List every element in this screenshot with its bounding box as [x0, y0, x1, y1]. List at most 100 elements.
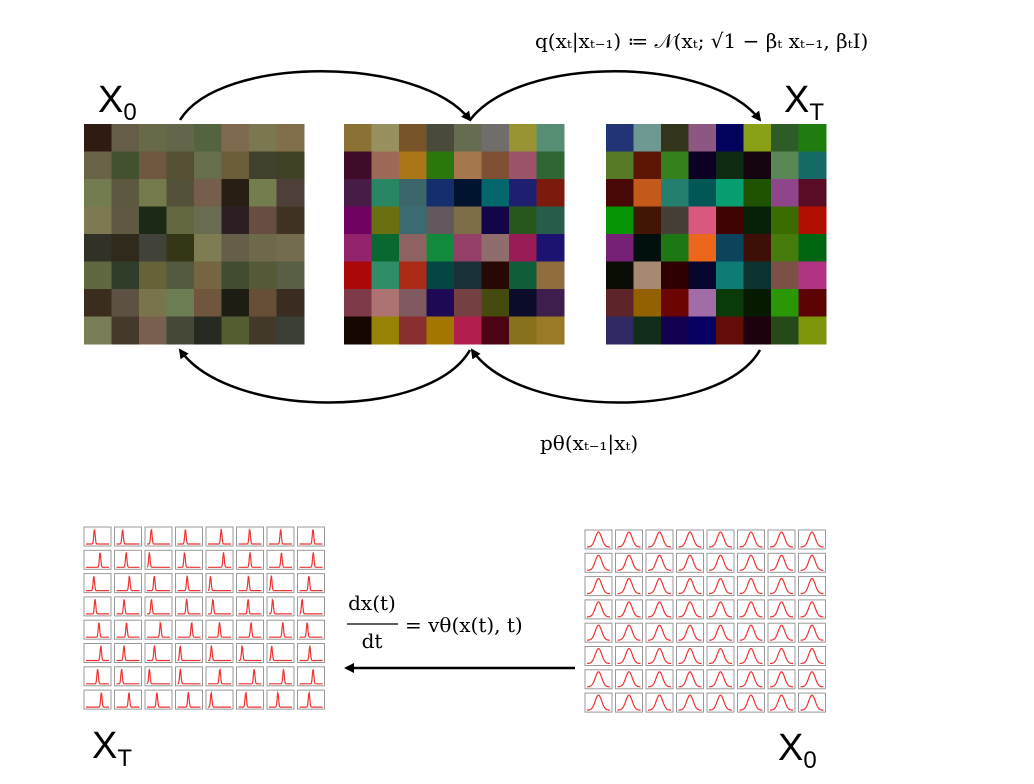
- pixel: [633, 316, 662, 345]
- histogram-cell: [297, 549, 325, 570]
- histogram-cell: [767, 576, 796, 597]
- pixel: [194, 234, 222, 262]
- pixel: [139, 206, 167, 235]
- pixel: [194, 124, 222, 152]
- histogram-cell: [767, 599, 796, 620]
- pixel: [771, 289, 799, 317]
- pixel: [509, 179, 537, 207]
- density-curve: [269, 622, 292, 638]
- pixel: [454, 151, 482, 180]
- pixel: [798, 206, 827, 235]
- pixel: [249, 316, 277, 345]
- pixel: [716, 261, 744, 290]
- pixel: [399, 316, 427, 345]
- pixel: [344, 206, 372, 235]
- histogram-cell: [676, 576, 704, 597]
- pixel: [221, 261, 250, 290]
- reverse-formula: pθ(xₜ₋₁|xₜ): [540, 431, 638, 456]
- density-curve: [208, 622, 231, 638]
- density-curve: [678, 601, 702, 618]
- histogram-cell: [584, 529, 613, 550]
- density-curve: [116, 552, 140, 568]
- density-curve: [238, 599, 262, 615]
- density-curve: [770, 647, 793, 665]
- density-curve: [208, 645, 231, 662]
- density-curve: [116, 529, 140, 545]
- pixel: [661, 124, 689, 152]
- pixel: [399, 179, 427, 207]
- density-curve: [770, 554, 793, 571]
- pixel: [509, 151, 537, 180]
- histogram-cell: [706, 692, 735, 713]
- histogram-cell: [266, 643, 295, 663]
- histogram-cell: [584, 552, 613, 573]
- pixel: [84, 289, 112, 317]
- histogram-cell: [144, 549, 173, 570]
- pixel: [633, 234, 662, 262]
- end-label: XT: [784, 79, 824, 126]
- histogram-cell: [236, 666, 264, 687]
- density-curve: [587, 531, 610, 548]
- pixel: [743, 206, 772, 235]
- histogram-cell: [798, 622, 826, 643]
- ode-denominator: dt: [362, 629, 383, 653]
- histogram-cell: [266, 526, 295, 547]
- density-curve: [86, 692, 109, 708]
- pixel: [771, 124, 799, 152]
- histogram-cell: [767, 529, 796, 550]
- density-curve: [709, 624, 732, 641]
- density-curve: [147, 575, 170, 592]
- density-curve: [299, 529, 323, 545]
- density-curve: [709, 531, 732, 548]
- pixel: [798, 179, 827, 207]
- density-curve: [269, 690, 292, 708]
- histogram-cell: [676, 622, 704, 643]
- pixel: [661, 179, 689, 207]
- histogram-cell: [737, 622, 765, 643]
- pixel: [536, 261, 565, 290]
- arrows: [178, 70, 762, 673]
- pixel: [798, 289, 827, 317]
- histogram-cell: [645, 669, 674, 690]
- density-curve: [800, 624, 824, 641]
- pixel: [344, 179, 372, 207]
- pixel: [633, 206, 662, 235]
- pixel: [166, 124, 195, 152]
- pixel: [249, 206, 277, 235]
- density-curve: [238, 528, 262, 545]
- pixel: [536, 151, 565, 180]
- histogram-cell: [706, 646, 735, 666]
- pixel: [509, 316, 537, 345]
- histogram-cell: [205, 549, 234, 570]
- density-curve: [86, 668, 109, 685]
- histogram-cell: [297, 526, 325, 547]
- density-curve: [678, 694, 702, 711]
- density-curve: [648, 577, 671, 595]
- density-curve: [238, 644, 262, 662]
- pixel: [661, 234, 689, 262]
- density-curve: [617, 531, 641, 548]
- histogram-cell: [584, 599, 613, 620]
- pixel: [371, 234, 400, 262]
- density-curve: [648, 647, 671, 665]
- density-curve: [617, 694, 641, 711]
- histogram-cell: [114, 619, 142, 640]
- pixel: [399, 206, 427, 235]
- pixel: [276, 289, 305, 317]
- pixel: [606, 151, 634, 180]
- pixel: [426, 289, 455, 317]
- pixel: [84, 261, 112, 290]
- histogram-cell: [615, 576, 643, 597]
- density-curve: [177, 552, 201, 568]
- pixel: [221, 179, 250, 207]
- density-curve: [617, 554, 641, 571]
- histogram-cell: [737, 529, 765, 550]
- pixel: [661, 289, 689, 317]
- pixel: [399, 151, 427, 180]
- density-curve: [709, 601, 732, 618]
- pixel: [606, 261, 634, 290]
- pixel: [661, 261, 689, 290]
- histogram-cell: [297, 689, 325, 710]
- pixel: [111, 124, 140, 152]
- pixel: [426, 151, 455, 180]
